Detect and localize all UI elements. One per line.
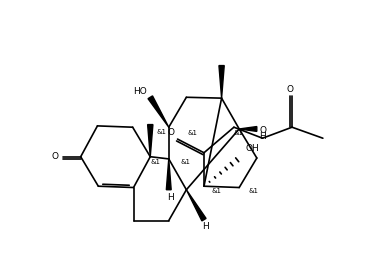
Polygon shape [166, 159, 171, 190]
Text: O: O [168, 128, 175, 137]
Text: H: H [202, 222, 209, 231]
Text: &1: &1 [180, 159, 190, 165]
Text: O: O [286, 85, 293, 94]
Text: OH: OH [245, 144, 259, 153]
Text: H: H [260, 132, 266, 141]
Text: HO: HO [133, 86, 147, 95]
Polygon shape [186, 190, 206, 221]
Text: &1: &1 [150, 159, 160, 165]
Text: &1: &1 [188, 130, 198, 136]
Polygon shape [148, 96, 169, 127]
Text: O: O [52, 152, 59, 161]
Text: &1: &1 [233, 130, 243, 136]
Text: &1: &1 [248, 188, 258, 194]
Polygon shape [148, 125, 153, 157]
Polygon shape [219, 66, 224, 98]
Polygon shape [239, 126, 257, 131]
Text: H: H [167, 193, 174, 202]
Text: &1: &1 [212, 188, 222, 194]
Text: O: O [260, 126, 267, 135]
Text: &1: &1 [157, 130, 167, 135]
